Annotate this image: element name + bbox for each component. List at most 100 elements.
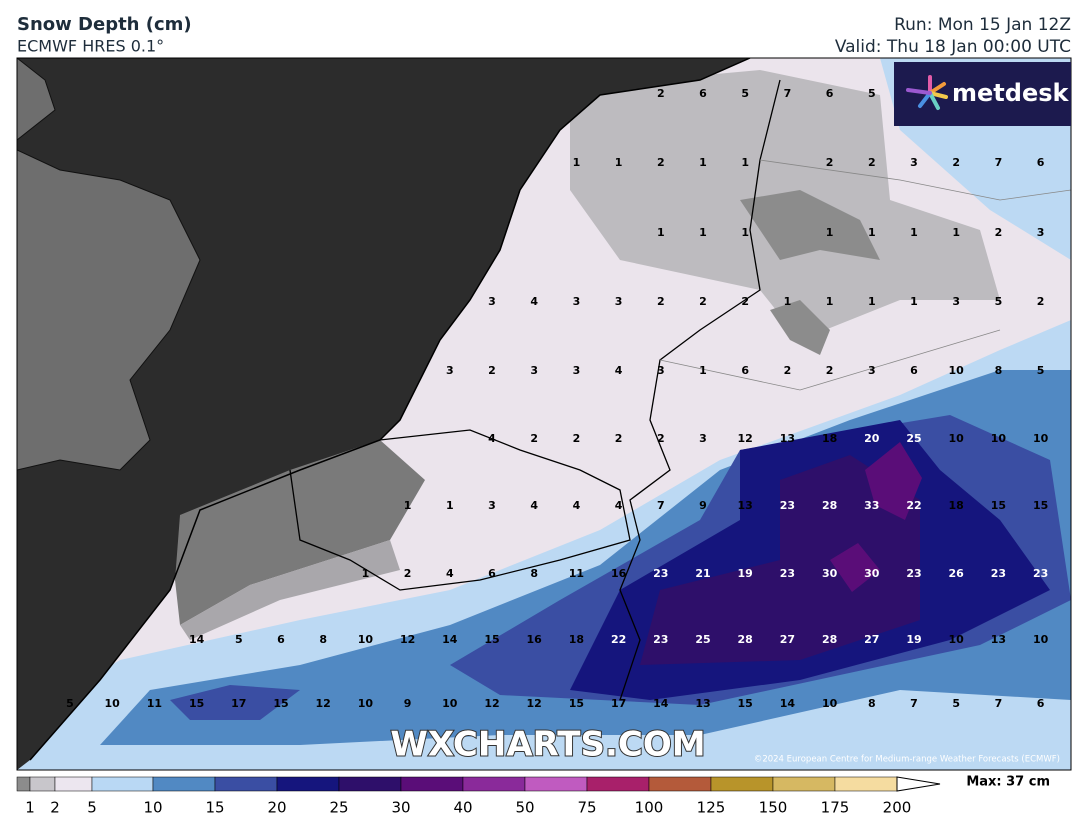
colorbar-tick-label: 10 [143, 799, 162, 817]
grid-value: 23 [653, 567, 668, 580]
grid-value: 3 [488, 499, 496, 512]
grid-value: 10 [949, 364, 965, 377]
grid-value: 2 [657, 432, 665, 445]
grid-value: 13 [695, 697, 710, 710]
colorbar-segment [54, 776, 93, 792]
grid-value: 5 [952, 697, 960, 710]
grid-value: 3 [1037, 226, 1045, 239]
grid-value: 1 [615, 156, 623, 169]
grid-value: 12 [484, 697, 499, 710]
grid-value: 18 [569, 633, 584, 646]
grid-value: 2 [995, 226, 1003, 239]
grid-value: 1 [699, 226, 707, 239]
grid-value: 12 [527, 697, 542, 710]
region-border [759, 159, 1071, 201]
colorbar-tick-label: 25 [329, 799, 348, 817]
grid-value: 23 [991, 567, 1006, 580]
grid-value: 16 [611, 567, 627, 580]
colorbar-segment [772, 776, 836, 792]
border [289, 429, 631, 591]
grid-value: 18 [822, 432, 837, 445]
grid-value: 1 [699, 156, 707, 169]
region-border [659, 329, 1001, 391]
grid-value: 7 [995, 156, 1003, 169]
colorbar-segment [276, 776, 340, 792]
grid-value: 2 [826, 364, 834, 377]
grid-value: 14 [189, 633, 205, 646]
grid-value: 2 [657, 295, 665, 308]
grid-value: 14 [780, 697, 796, 710]
snow-peak [830, 543, 880, 592]
grid-value: 1 [910, 295, 918, 308]
colorbar-tick-label: 125 [697, 799, 726, 817]
grid-value: 2 [657, 156, 665, 169]
snow-band-purple [640, 455, 920, 665]
grid-value: 5 [868, 87, 876, 100]
grid-value: 7 [784, 87, 792, 100]
colorbar-tick-label: 2 [50, 799, 60, 817]
grid-value: 2 [952, 156, 960, 169]
coast-land [175, 440, 425, 625]
grid-labels: 2 6 5 7 6 51 1 2 1 1 2 2 3 2 7 61 1 1 1 1 1 1 2 33 4 3 3 2 2 2 1 1 1 1 3 5 2… [66, 87, 1048, 710]
grid-value: 13 [991, 633, 1006, 646]
colorbar-segment [834, 776, 898, 792]
grid-value: 6 [1037, 697, 1045, 710]
grid-value: 10 [1033, 432, 1049, 445]
grid-value: 5 [66, 697, 74, 710]
uk-land [17, 58, 56, 141]
colorbar-arrow [896, 776, 941, 792]
grid-value: 3 [530, 364, 538, 377]
grid-value: 11 [569, 567, 584, 580]
grid-value: 1 [868, 295, 876, 308]
grid-value: 2 [404, 567, 412, 580]
grid-value: 30 [864, 567, 880, 580]
colorbar-tick-label: 30 [391, 799, 410, 817]
grid-value: 1 [826, 226, 834, 239]
grid-value: 10 [105, 697, 121, 710]
grid-value: 21 [695, 567, 710, 580]
grid-value: 6 [910, 364, 918, 377]
grid-value: 2 [488, 364, 496, 377]
colorbar-tick-label: 5 [87, 799, 97, 817]
grid-value: 25 [906, 432, 921, 445]
grid-value: 10 [1033, 633, 1049, 646]
grid-value: 1 [826, 295, 834, 308]
copyright: ©2024 European Centre for Medium-range W… [754, 755, 1060, 765]
grid-value: 1 [573, 156, 581, 169]
grid-value: 2 [615, 432, 623, 445]
grid-value: 6 [1037, 156, 1045, 169]
grid-value: 20 [864, 432, 880, 445]
subtitle: ECMWF HRES 0.1° [17, 37, 164, 56]
grid-value: 15 [273, 697, 288, 710]
grid-value: 3 [573, 364, 581, 377]
colorbar-segment [710, 776, 774, 792]
border [619, 79, 781, 701]
snow-patch-dark [740, 190, 880, 260]
grid-value: 10 [991, 432, 1007, 445]
grid-value: 13 [738, 499, 753, 512]
colorbar-tick-label: 1 [25, 799, 35, 817]
grid-value: 17 [231, 697, 246, 710]
grid-value: 28 [822, 499, 837, 512]
snow-patch-dark [770, 300, 830, 355]
grid-value: 10 [358, 697, 374, 710]
grid-value: 1 [699, 364, 707, 377]
max-value: Max: 37 cm [966, 775, 1050, 790]
legend: Max: 37 cm 1 2 5 10 15 20 25 30 40 50 75 100 125 150 1… [16, 775, 1050, 817]
grid-value: 2 [699, 295, 707, 308]
grid-value: 1 [362, 567, 370, 580]
grid-value: 15 [484, 633, 499, 646]
grid-value: 1 [784, 295, 792, 308]
grid-value: 30 [822, 567, 838, 580]
snow-peak [865, 442, 922, 520]
map: 2 6 5 7 6 51 1 2 1 1 2 2 3 2 7 61 1 1 1 1 1 1 2 33 4 3 3 2 2 2 1 1 1 1 3 5 2… [16, 57, 1072, 771]
colorbar-tick-label: 50 [515, 799, 534, 817]
grid-value: 11 [147, 697, 162, 710]
grid-value: 26 [949, 567, 965, 580]
grid-value: 1 [404, 499, 412, 512]
grid-value: 23 [653, 633, 668, 646]
grid-value: 14 [653, 697, 669, 710]
snow-band-deep [170, 685, 300, 720]
grid-value: 10 [442, 697, 458, 710]
